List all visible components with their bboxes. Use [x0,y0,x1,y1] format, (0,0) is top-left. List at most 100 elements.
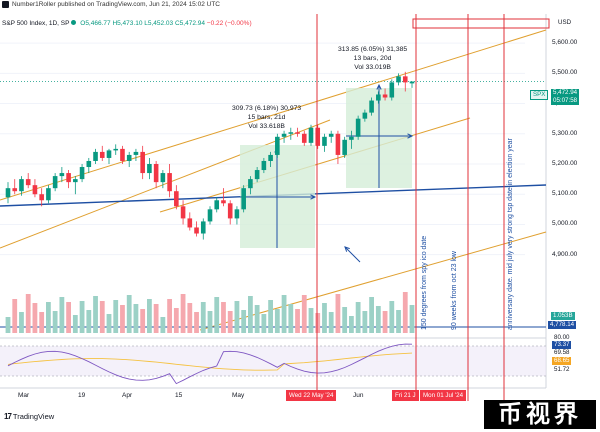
volume-bar [355,302,361,333]
volume-bar [281,295,287,333]
level-tag: 4,778.14 [548,321,577,329]
publisher-bar: Number1Roller published on TradingView.c… [0,0,600,10]
measure-1-change: 309.73 (6.18%) 30,973 [232,105,302,112]
volume-bar [66,302,71,333]
pointer-arrow-head [344,246,350,252]
volume-bar [133,304,139,333]
candle-body [254,170,260,180]
candle-body [153,164,159,183]
pointer-arrow [344,246,361,263]
candle-body [275,136,280,155]
price-tick-label: 5,200.00 [552,160,578,167]
volume-bar [167,299,172,333]
symbol-legend[interactable]: S&P 500 Index, 1D, SP O5,466.77 H5,473.1… [2,19,252,28]
market-status-icon [71,20,77,25]
candle-body [59,173,65,177]
volume-bar [79,301,85,333]
rsi-tick-label: 73.37 [552,341,572,349]
candle-body [335,133,341,155]
candle-body [281,133,287,137]
measure-arrow-right-2-head [407,133,414,139]
candle-body [99,151,105,158]
volume-bar [52,311,58,333]
note-anniversary: anniversary date. mid july very strong t… [507,138,514,330]
channel-line-upper-inner [0,119,331,249]
volume-bar [187,303,193,333]
volume-bar [261,314,267,333]
price-candles [5,71,415,240]
price-tick-label: 5,500.00 [552,69,578,77]
volume-bar [369,297,374,333]
candle-body [328,133,334,137]
candle-body [86,160,92,168]
price-tick-label: 5,300.00 [552,129,578,137]
rsi-band [0,346,546,376]
channel-line-upper [0,29,547,201]
volume-bar [301,295,307,333]
candle-body [180,206,186,219]
candle-body [25,179,31,186]
candle-body [214,200,220,210]
volume-bar [120,305,125,333]
volume-bar [86,310,92,333]
candle-body [187,218,193,228]
candle-body [301,133,307,143]
volume-bar [194,312,199,333]
x-label-15: 15 [175,392,183,399]
close-value: C5,472.94 [174,20,205,27]
candle-body [167,173,172,192]
rsi-tick-label: 68.65 [552,357,572,365]
measure-2-change: 313.85 (6.05%) 31,385 [338,46,408,53]
currency-label[interactable]: USD [558,19,572,26]
volume-bar [25,294,31,333]
tradingview-logo-icon [2,1,9,8]
candle-body [207,209,213,222]
candle-body [140,151,145,174]
volume-bar [227,311,233,333]
tradingview-brand[interactable]: 17 TradingView [4,412,54,421]
volume-bar [46,302,51,333]
candle-body [349,136,354,140]
price-tick-label: 5,100.00 [552,190,578,198]
price-tick-label: 4,900.00 [552,250,578,258]
candle-body [79,167,85,180]
volume-bar [147,299,152,333]
candle-body [288,132,294,134]
date-tag-21-jun: Fri 21 J [392,390,419,401]
volume-bar [19,312,24,333]
candle-body [241,188,246,210]
volume-bar [200,302,206,333]
volume-bar [274,309,280,333]
x-label-jun: Jun [353,392,364,399]
volume-bar [248,296,253,333]
candle-body [248,179,253,189]
volume-bar [308,308,314,333]
volume-bar [140,309,146,333]
candle-body [73,179,78,183]
volume-bar [362,311,368,333]
candle-body [194,227,199,234]
candle-body [315,127,321,146]
volume-bar [207,311,213,333]
candle-body [396,76,401,83]
measure-arrow-right-1-head [310,194,317,200]
volume-bar [328,312,334,333]
volume-bar [409,305,415,333]
volume-bar [288,304,294,333]
candle-body [200,221,206,234]
rsi-tick-label: 69.58 [554,349,570,356]
measure-2-bars: 13 bars, 20d [353,55,392,62]
candle-body [120,148,125,161]
candle-body [409,81,415,84]
symbol-name[interactable]: S&P 500 Index, 1D, SP [2,20,70,27]
volume-bar [322,303,327,333]
watermark-logo: 币视界 [484,400,596,429]
measure-2-volume: Vol 33.019B [354,64,391,71]
volume-bar [126,295,132,333]
volume-bar [160,317,166,333]
volume-bar [93,296,98,333]
candle-body [39,194,44,201]
x-label-may: May [232,392,245,399]
candle-body [52,176,58,189]
